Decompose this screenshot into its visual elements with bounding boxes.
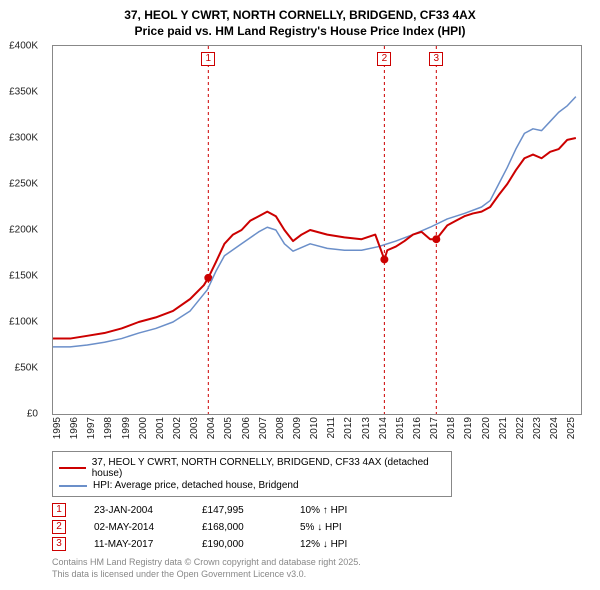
transaction-marker: 2 bbox=[377, 52, 391, 66]
x-tick-label: 2024 bbox=[549, 417, 560, 439]
transaction-delta: 10% ↑ HPI bbox=[300, 505, 380, 516]
y-tick-label: £400K bbox=[9, 41, 38, 52]
x-tick-label: 2011 bbox=[326, 417, 337, 439]
y-tick-label: £300K bbox=[9, 133, 38, 144]
x-tick-label: 2019 bbox=[463, 417, 474, 439]
transaction-row: 1 23-JAN-2004 £147,995 10% ↑ HPI bbox=[52, 503, 590, 517]
legend-swatch bbox=[59, 485, 87, 487]
x-tick-label: 1995 bbox=[52, 417, 63, 439]
transaction-date: 23-JAN-2004 bbox=[94, 505, 174, 516]
y-tick-label: £50K bbox=[15, 363, 38, 374]
title-line2: Price paid vs. HM Land Registry's House … bbox=[10, 24, 590, 40]
y-axis: £0£50K£100K£150K£200K£250K£300K£350K£400… bbox=[0, 46, 42, 416]
transaction-row: 3 11-MAY-2017 £190,000 12% ↓ HPI bbox=[52, 537, 590, 551]
x-tick-label: 2017 bbox=[429, 417, 440, 439]
y-tick-label: £100K bbox=[9, 317, 38, 328]
x-tick-label: 2009 bbox=[292, 417, 303, 439]
x-tick-label: 2023 bbox=[532, 417, 543, 439]
x-axis: 1995 1996 1997 1998 1999 2000 2001 2002 2003 2004… bbox=[52, 415, 582, 447]
y-tick-label: £150K bbox=[9, 271, 38, 282]
x-tick-label: 2020 bbox=[481, 417, 492, 439]
x-tick-label: 2016 bbox=[412, 417, 423, 439]
transaction-price: £190,000 bbox=[202, 539, 272, 550]
x-tick-label: 2005 bbox=[223, 417, 234, 439]
plot-area: 1 2 3 bbox=[52, 45, 582, 415]
x-tick-label: 1996 bbox=[69, 417, 80, 439]
x-tick-label: 2012 bbox=[343, 417, 354, 439]
chart-title: 37, HEOL Y CWRT, NORTH CORNELLY, BRIDGEN… bbox=[10, 8, 590, 39]
x-tick-label: 1997 bbox=[86, 417, 97, 439]
x-tick-label: 2006 bbox=[241, 417, 252, 439]
transaction-row-marker: 2 bbox=[52, 520, 66, 534]
chart-container: 37, HEOL Y CWRT, NORTH CORNELLY, BRIDGEN… bbox=[0, 0, 600, 590]
y-tick-label: £0 bbox=[27, 409, 38, 420]
legend-swatch bbox=[59, 467, 86, 469]
footer: Contains HM Land Registry data © Crown c… bbox=[52, 557, 590, 580]
x-tick-label: 2000 bbox=[138, 417, 149, 439]
legend-label: 37, HEOL Y CWRT, NORTH CORNELLY, BRIDGEN… bbox=[92, 457, 445, 479]
transaction-row-marker: 3 bbox=[52, 537, 66, 551]
legend-label: HPI: Average price, detached house, Brid… bbox=[93, 480, 299, 491]
y-tick-label: £200K bbox=[9, 225, 38, 236]
x-tick-label: 1998 bbox=[103, 417, 114, 439]
x-tick-label: 2018 bbox=[446, 417, 457, 439]
chart-svg bbox=[53, 46, 581, 414]
footer-line2: This data is licensed under the Open Gov… bbox=[52, 569, 590, 581]
x-tick-label: 2022 bbox=[515, 417, 526, 439]
x-tick-label: 2001 bbox=[155, 417, 166, 439]
x-tick-label: 2007 bbox=[258, 417, 269, 439]
legend: 37, HEOL Y CWRT, NORTH CORNELLY, BRIDGEN… bbox=[52, 451, 452, 497]
x-tick-label: 2010 bbox=[309, 417, 320, 439]
x-tick-label: 2002 bbox=[172, 417, 183, 439]
transaction-row: 2 02-MAY-2014 £168,000 5% ↓ HPI bbox=[52, 520, 590, 534]
x-tick-label: 2015 bbox=[395, 417, 406, 439]
x-tick-label: 2014 bbox=[378, 417, 389, 439]
x-tick-label: 2003 bbox=[189, 417, 200, 439]
x-tick-label: 2021 bbox=[498, 417, 509, 439]
x-tick-label: 2008 bbox=[275, 417, 286, 439]
x-tick-label: 1999 bbox=[121, 417, 132, 439]
footer-line1: Contains HM Land Registry data © Crown c… bbox=[52, 557, 590, 569]
title-line1: 37, HEOL Y CWRT, NORTH CORNELLY, BRIDGEN… bbox=[10, 8, 590, 24]
transaction-marker: 1 bbox=[201, 52, 215, 66]
transaction-price: £168,000 bbox=[202, 522, 272, 533]
transaction-delta: 5% ↓ HPI bbox=[300, 522, 380, 533]
transaction-price: £147,995 bbox=[202, 505, 272, 516]
transaction-date: 02-MAY-2014 bbox=[94, 522, 174, 533]
transaction-delta: 12% ↓ HPI bbox=[300, 539, 380, 550]
transaction-row-marker: 1 bbox=[52, 503, 66, 517]
legend-item: HPI: Average price, detached house, Brid… bbox=[59, 480, 445, 491]
transaction-table: 1 23-JAN-2004 £147,995 10% ↑ HPI 2 02-MAY-201… bbox=[52, 503, 590, 551]
transaction-marker: 3 bbox=[429, 52, 443, 66]
x-tick-label: 2004 bbox=[206, 417, 217, 439]
x-tick-label: 2025 bbox=[566, 417, 577, 439]
x-tick-label: 2013 bbox=[361, 417, 372, 439]
legend-item: 37, HEOL Y CWRT, NORTH CORNELLY, BRIDGEN… bbox=[59, 457, 445, 479]
y-tick-label: £250K bbox=[9, 179, 38, 190]
transaction-date: 11-MAY-2017 bbox=[94, 539, 174, 550]
y-tick-label: £350K bbox=[9, 87, 38, 98]
